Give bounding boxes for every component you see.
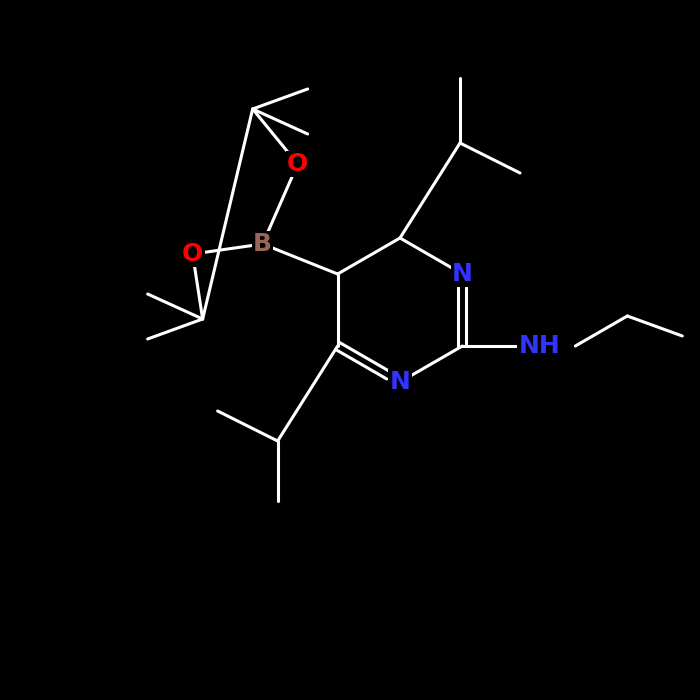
Text: N: N: [390, 370, 410, 394]
Text: NH: NH: [519, 334, 560, 358]
Text: B: B: [253, 232, 272, 256]
Text: O: O: [287, 152, 308, 176]
Text: O: O: [182, 242, 203, 266]
Text: N: N: [452, 262, 472, 286]
